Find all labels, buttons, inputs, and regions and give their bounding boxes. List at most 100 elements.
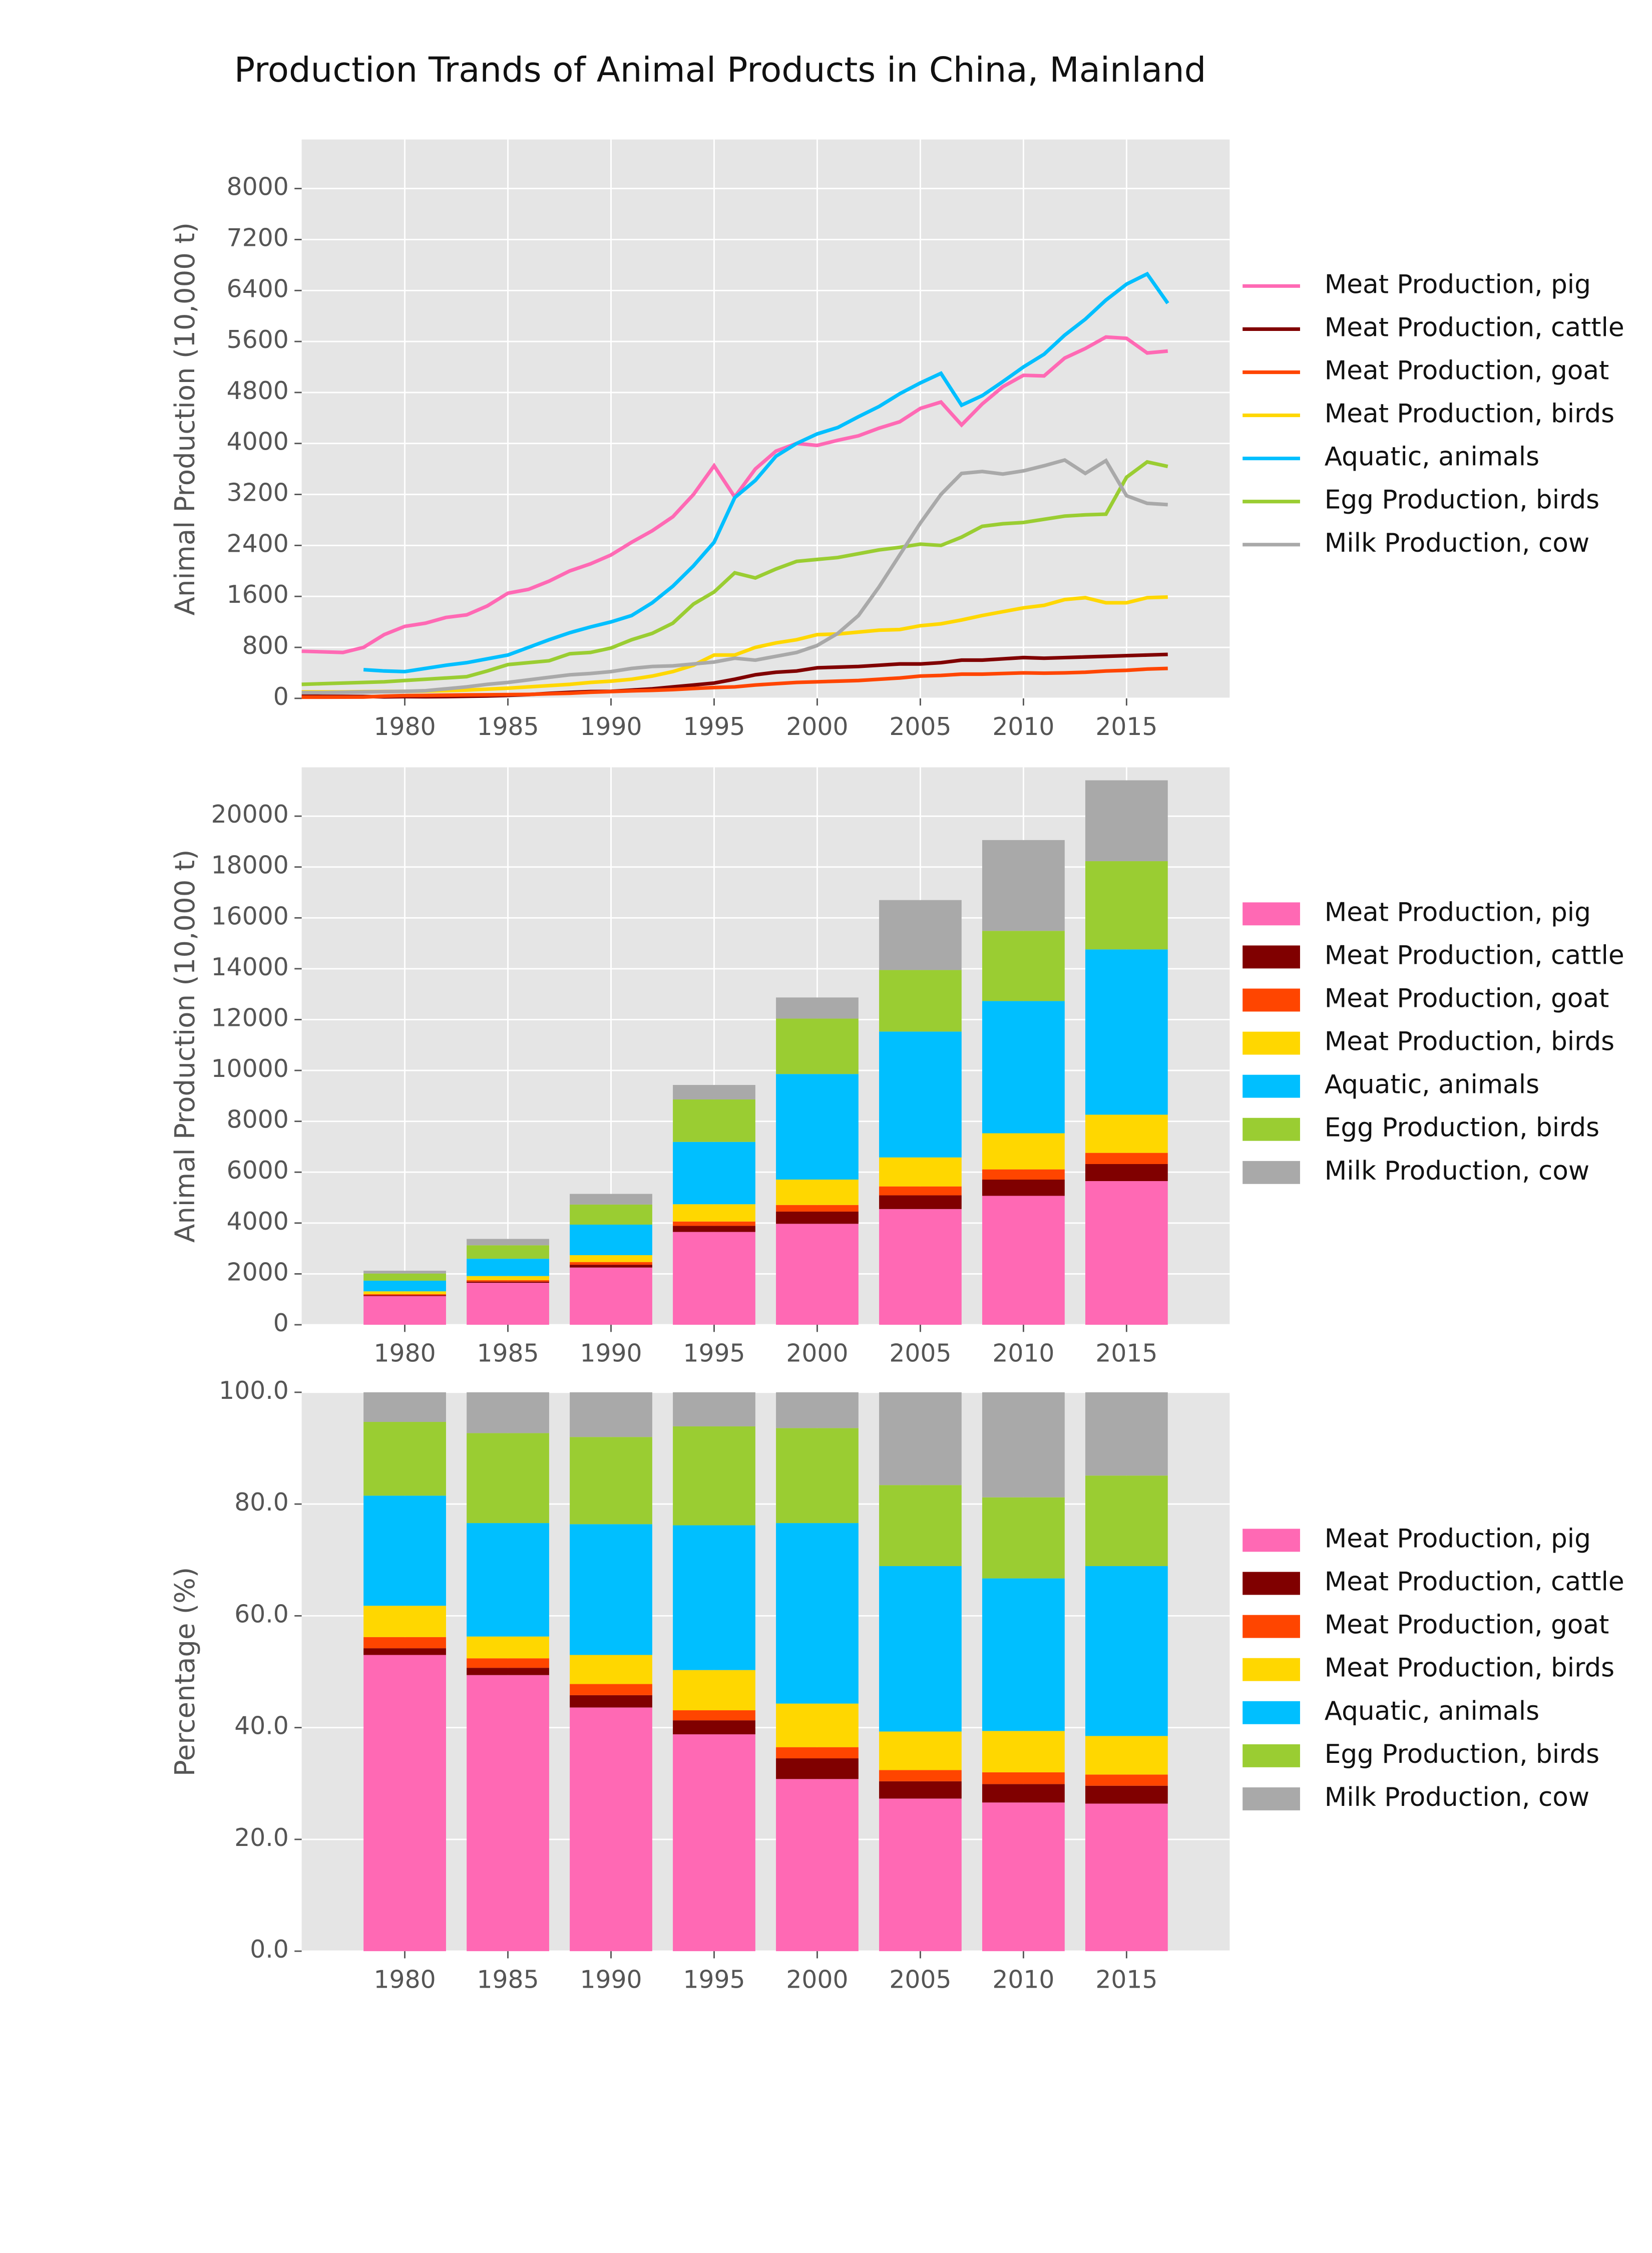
bar-segment (570, 1437, 652, 1525)
bar-segment (467, 1668, 549, 1675)
legend-swatch (1243, 1031, 1300, 1055)
x-tick-label: 2000 (786, 712, 848, 741)
bar-segment (982, 1497, 1065, 1579)
bar-segment (363, 1655, 446, 1952)
bar-segment (776, 997, 859, 1019)
bar-segment (673, 1221, 755, 1226)
bar-segment (363, 1392, 446, 1422)
y-tick-label: 4800 (227, 377, 289, 405)
bar-segment (673, 1204, 755, 1222)
bar-segment (1085, 861, 1168, 950)
x-tick-label: 1990 (580, 712, 642, 741)
y-axis-label: Percentage (%) (169, 1567, 201, 1776)
line-series (301, 460, 1168, 686)
y-tick-label: 7200 (227, 223, 289, 252)
bar-segment (467, 1636, 549, 1659)
bar-segment (1085, 1114, 1168, 1153)
bar-segment (879, 1157, 962, 1187)
x-tick-label: 1985 (477, 1965, 539, 1994)
bar-segment (570, 1655, 652, 1684)
bar-segment (879, 1781, 962, 1799)
bar-segment (776, 1758, 859, 1779)
legend-swatch (1243, 1074, 1300, 1098)
bar-segment (982, 1169, 1065, 1180)
bar-segment (982, 1133, 1065, 1170)
bar-segment (1085, 1164, 1168, 1182)
bar-segment (467, 1281, 549, 1283)
bar-segment (879, 1731, 962, 1770)
bar-segment (467, 1523, 549, 1637)
y-tick-label: 80.0 (234, 1488, 289, 1517)
bar-segment (363, 1422, 446, 1496)
bar-segment (467, 1433, 549, 1524)
legend-swatch (1243, 1787, 1300, 1810)
legend-swatch (1243, 1744, 1300, 1767)
x-tick-label: 1985 (477, 712, 539, 741)
plot-area (301, 139, 1230, 698)
y-axis-label: Animal Production (10,000 t) (169, 222, 201, 615)
bar-segment (982, 1731, 1065, 1772)
bar-segment (1085, 1153, 1168, 1164)
x-tick-label: 2015 (1095, 1339, 1157, 1367)
bar-segment (879, 1209, 962, 1325)
bar-segment (776, 1211, 859, 1224)
legend-swatch (1243, 945, 1300, 969)
bar-segment (982, 1179, 1065, 1196)
x-tick-label: 2005 (889, 1965, 951, 1994)
x-tick-label: 2010 (992, 1965, 1054, 1994)
y-tick-label: 3200 (227, 479, 289, 507)
legend-label: Meat Production, goat (1325, 355, 1609, 386)
x-tick-label: 1980 (374, 712, 436, 741)
bar-segment (1085, 780, 1168, 862)
x-tick-label: 2000 (786, 1965, 848, 1994)
legend-swatch (1243, 1615, 1300, 1638)
bar-segment (982, 931, 1065, 1001)
y-tick-label: 800 (242, 631, 289, 660)
bar-segment (467, 1276, 549, 1280)
bar-segment (982, 1784, 1065, 1803)
legend-label: Egg Production, birds (1325, 1113, 1599, 1143)
legend-label: Aquatic, animals (1325, 1696, 1539, 1726)
y-tick-label: 14000 (211, 953, 289, 981)
bar-segment (570, 1204, 652, 1225)
legend-swatch (1243, 1658, 1300, 1681)
x-tick-label: 1980 (374, 1339, 436, 1367)
bar-segment (776, 1074, 859, 1180)
bar-segment (467, 1283, 549, 1325)
x-tick-label: 1990 (580, 1965, 642, 1994)
y-tick-label: 4000 (227, 1207, 289, 1236)
legend-label: Meat Production, goat (1325, 1610, 1609, 1640)
legend-swatch (1243, 1701, 1300, 1724)
x-tick-label: 1990 (580, 1339, 642, 1367)
legend-label: Meat Production, cattle (1325, 312, 1624, 342)
bar-segment (363, 1271, 446, 1274)
y-tick-label: 20000 (211, 800, 289, 829)
y-tick-label: 1600 (227, 580, 289, 609)
x-tick-label: 2015 (1095, 712, 1157, 741)
y-tick-label: 60.0 (234, 1600, 289, 1628)
plot-area (301, 767, 1230, 1325)
bar-segment (982, 840, 1065, 931)
legend-label: Aquatic, animals (1325, 1070, 1539, 1100)
y-tick-label: 4000 (227, 428, 289, 456)
bar-segment (1085, 1181, 1168, 1325)
bar-segment (1085, 1803, 1168, 1952)
y-tick-label: 40.0 (234, 1712, 289, 1740)
bar-segment (673, 1392, 755, 1426)
legend-swatch (1243, 902, 1300, 926)
chart-title: Production Trands of Animal Products in … (234, 50, 1206, 90)
legend-label: Meat Production, goat (1325, 983, 1609, 1013)
legend-swatch (1243, 1529, 1300, 1552)
legend-label: Meat Production, birds (1325, 399, 1614, 429)
bar-segment (673, 1085, 755, 1099)
x-tick-label: 2010 (992, 712, 1054, 741)
bar-segment (879, 1798, 962, 1952)
bar-segment (467, 1658, 549, 1668)
legend-label: Meat Production, birds (1325, 1653, 1614, 1683)
y-tick-label: 2400 (227, 529, 289, 558)
x-tick-label: 1995 (683, 712, 745, 741)
bar-segment (776, 1428, 859, 1524)
x-tick-label: 2005 (889, 1339, 951, 1367)
bar-segment (673, 1226, 755, 1232)
